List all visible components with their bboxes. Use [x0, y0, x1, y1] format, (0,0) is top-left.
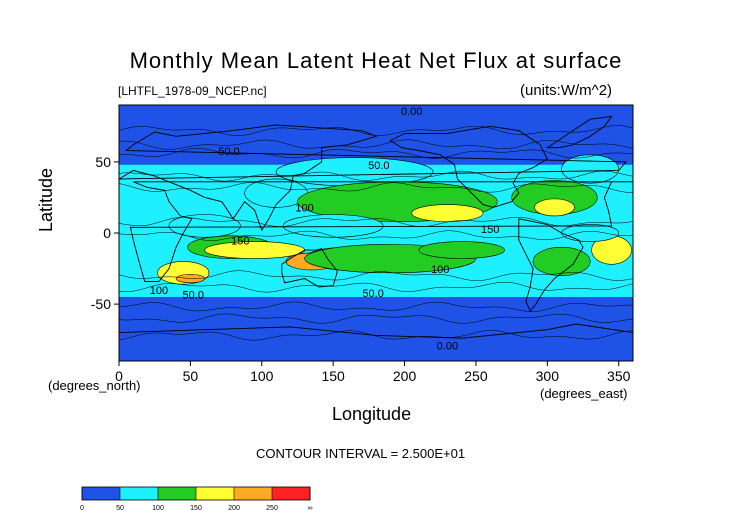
contour-label: 50.0 — [362, 288, 383, 300]
colorbar-swatch — [272, 487, 292, 500]
contour-label: 50.0 — [218, 146, 239, 158]
x-tick-label: 150 — [321, 368, 345, 384]
colorbar-label: 100 — [152, 505, 164, 512]
colorbar-swatch — [291, 487, 311, 500]
colorbar-label: 250 — [266, 505, 278, 512]
x-tick-label: 200 — [393, 368, 417, 384]
colorbar-swatch — [82, 487, 102, 500]
contour-label: 100 — [431, 264, 449, 276]
contour-label: 0.00 — [401, 106, 422, 118]
y-tick-label: -50 — [91, 296, 111, 312]
coastline-antarctica — [119, 323, 633, 361]
contour-line — [119, 139, 633, 150]
coastline-africa — [129, 181, 633, 282]
x-tick-label: 0 — [115, 368, 123, 384]
x-axis-unit: (degrees_east) — [540, 386, 628, 401]
x-tick-label: 300 — [536, 368, 560, 384]
field-region — [282, 214, 384, 238]
colorbar-swatch — [215, 487, 235, 500]
x-tick-label: 50 — [183, 368, 199, 384]
colorbar-swatch — [177, 487, 197, 500]
field-region — [561, 154, 620, 184]
source-file-label: [LHTFL_1978-09_NCEP.nc] — [118, 84, 267, 98]
field-region — [532, 246, 591, 276]
contour-line — [119, 313, 633, 324]
field-region — [411, 204, 484, 222]
contour-line — [119, 182, 633, 193]
colorbar-swatch — [101, 487, 121, 500]
contour-line — [119, 281, 633, 293]
x-tick-label: 350 — [607, 368, 631, 384]
y-axis-unit: (degrees_north) — [48, 378, 141, 393]
coastline-greenland — [545, 115, 613, 149]
colorbar-swatch — [253, 487, 273, 500]
colorbar-label: 0 — [80, 505, 84, 512]
plot-area: 0.00 50.0 50.0 100 150 150 100 100 50.0 50.0 0.00 — [119, 105, 633, 361]
colorbar-label: ∞ — [308, 505, 313, 512]
colorbar-swatch — [120, 487, 140, 500]
chart-title: Monthly Mean Latent Heat Net Flux at sur… — [129, 48, 623, 73]
colorbar-swatch — [139, 487, 159, 500]
field-region — [534, 198, 575, 217]
contour-line — [119, 301, 633, 312]
contour-label: 100 — [295, 203, 313, 215]
y-tick-label: 0 — [103, 225, 111, 241]
field-region — [168, 214, 241, 238]
contour-line — [119, 125, 633, 136]
field-region — [561, 224, 620, 242]
x-axis-label: Longitude — [332, 404, 412, 424]
field-region — [204, 241, 305, 259]
contour-label: 150 — [481, 224, 499, 236]
y-tick-label: 50 — [95, 154, 111, 170]
contour-label: 50.0 — [368, 160, 389, 172]
colorbar-label: 200 — [228, 505, 240, 512]
coastline-australia — [281, 248, 338, 288]
contour-line — [119, 330, 633, 341]
coastline-eurasia — [119, 124, 627, 232]
units-label: (units:W/m^2) — [520, 82, 613, 99]
colorbar-swatch — [196, 487, 216, 500]
x-tick-label: 100 — [250, 368, 274, 384]
contour-label: 100 — [150, 285, 168, 297]
colorbar-label: 150 — [190, 505, 202, 512]
x-tick-label: 250 — [464, 368, 488, 384]
contour-label: 150 — [231, 235, 249, 247]
field-region — [418, 241, 505, 259]
contour-label: 0.00 — [437, 341, 458, 353]
contour-line — [119, 148, 633, 159]
contour-label: 50.0 — [183, 289, 204, 301]
colorbar-swatch — [234, 487, 254, 500]
contour-line — [119, 230, 633, 241]
contour-interval: CONTOUR INTERVAL = 2.500E+01 — [256, 446, 466, 461]
contour-line — [119, 216, 633, 227]
colorbar-label: 50 — [116, 505, 124, 512]
contour-line — [119, 270, 633, 281]
coastline-south-america — [518, 218, 584, 313]
colorbar-swatch — [158, 487, 178, 500]
